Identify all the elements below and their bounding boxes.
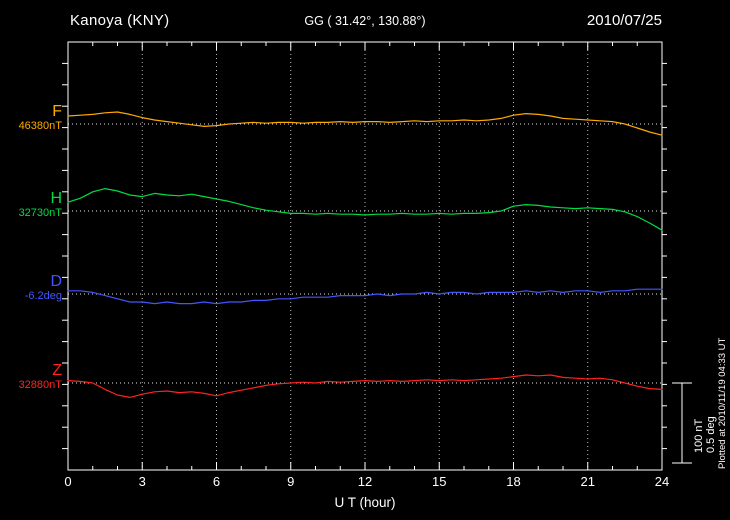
trace-f (67, 111, 663, 136)
series-z-baseline-value: 32880nT (18, 379, 62, 391)
series-f-baseline-value: 46380nT (18, 120, 62, 132)
series-label-d: D -6.2deg (0, 273, 62, 303)
series-d-name: D (50, 273, 62, 290)
observation-date: 2010/07/25 (586, 12, 662, 29)
trace-z (67, 374, 663, 398)
series-d-baseline-value: -6.2deg (24, 290, 62, 302)
x-tick-label-15: 15 (432, 474, 447, 489)
series-z-name: Z (52, 362, 62, 379)
plotted-at-note: Plotted at 2010/11/19 04:33 UT (717, 337, 728, 469)
series-label-h: H 32730nT (0, 190, 62, 220)
series-h-name: H (50, 190, 62, 207)
x-tick-label-24: 24 (654, 474, 670, 489)
x-tick-label-12: 12 (357, 474, 373, 489)
series-h-baseline-value: 32730nT (18, 207, 62, 219)
x-axis-title: U T (hour) (334, 495, 396, 510)
series-label-z: Z 32880nT (0, 362, 62, 392)
series-f-name: F (52, 103, 62, 120)
x-tick-label-21: 21 (580, 474, 595, 489)
scale-bar-deg-label: 0.5 deg (705, 416, 717, 453)
scale-bar-nt-label: 100 nT (693, 418, 705, 453)
x-tick-label-6: 6 (212, 474, 221, 489)
x-tick-label-0: 0 (64, 474, 72, 489)
trace-h (67, 188, 663, 231)
series-label-f: F 46380nT (0, 103, 62, 133)
station-title: Kanoya (KNY) (70, 12, 170, 29)
x-tick-label-18: 18 (506, 474, 521, 489)
x-tick-label-9: 9 (287, 474, 295, 489)
x-tick-label-3: 3 (138, 474, 146, 489)
trace-d (67, 288, 663, 305)
geographic-coordinates: GG ( 31.42°, 130.88°) (304, 14, 426, 28)
